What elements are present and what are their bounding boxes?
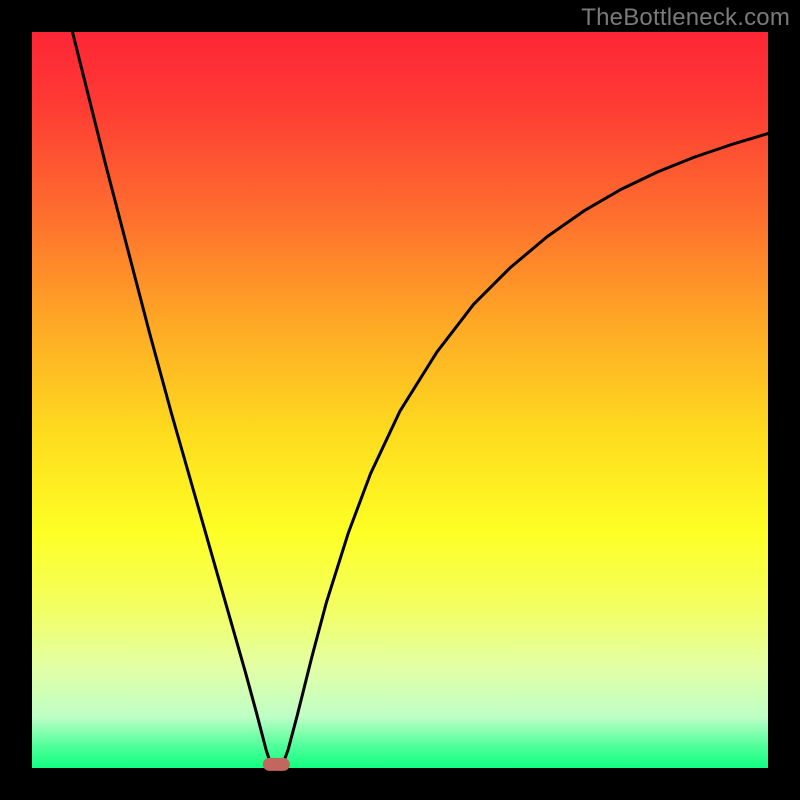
curve-path [72,32,768,768]
curve-layer [32,32,768,768]
bottleneck-marker [263,758,289,770]
watermark-text: TheBottleneck.com [581,4,790,32]
plot-area [32,32,768,768]
chart-container: TheBottleneck.com [0,0,800,800]
